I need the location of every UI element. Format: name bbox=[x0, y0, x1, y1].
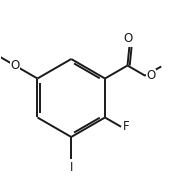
Text: O: O bbox=[10, 59, 20, 72]
Text: O: O bbox=[124, 32, 133, 45]
Text: I: I bbox=[70, 161, 73, 174]
Text: F: F bbox=[123, 120, 130, 133]
Text: O: O bbox=[146, 69, 155, 82]
